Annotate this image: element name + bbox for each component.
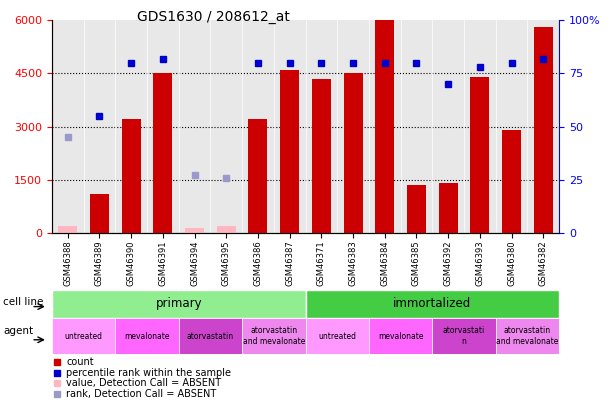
Text: agent: agent — [3, 326, 33, 336]
Bar — [343, 73, 362, 233]
Text: value, Detection Call = ABSENT: value, Detection Call = ABSENT — [66, 378, 221, 388]
Bar — [496, 318, 559, 354]
Bar — [433, 318, 496, 354]
Bar — [52, 290, 306, 318]
Bar — [470, 77, 489, 233]
Text: untreated: untreated — [65, 332, 103, 341]
Text: percentile rank within the sample: percentile rank within the sample — [66, 368, 231, 378]
Text: atorvastatin
and mevalonate: atorvastatin and mevalonate — [496, 326, 558, 346]
Text: immortalized: immortalized — [393, 297, 472, 310]
Bar — [249, 119, 268, 233]
Text: primary: primary — [155, 297, 202, 310]
Bar — [52, 318, 115, 354]
Bar — [122, 119, 141, 233]
Bar — [502, 130, 521, 233]
Bar — [306, 290, 559, 318]
Bar — [217, 226, 236, 233]
Bar — [242, 318, 306, 354]
Bar — [115, 318, 179, 354]
Bar — [369, 318, 433, 354]
Text: count: count — [66, 357, 93, 367]
Bar — [153, 73, 172, 233]
Bar — [90, 194, 109, 233]
Text: mevalonate: mevalonate — [378, 332, 423, 341]
Text: atorvastatin: atorvastatin — [187, 332, 234, 341]
Bar — [280, 70, 299, 233]
Bar — [58, 226, 78, 233]
Text: atorvastatin
and mevalonate: atorvastatin and mevalonate — [243, 326, 305, 346]
Bar — [439, 183, 458, 233]
Text: untreated: untreated — [318, 332, 356, 341]
Bar — [407, 185, 426, 233]
Bar — [375, 20, 394, 233]
Bar — [179, 318, 242, 354]
Bar — [306, 318, 369, 354]
Text: atorvastati
n: atorvastati n — [443, 326, 485, 346]
Bar — [312, 79, 331, 233]
Bar — [185, 228, 204, 233]
Text: rank, Detection Call = ABSENT: rank, Detection Call = ABSENT — [66, 389, 216, 399]
Text: cell line: cell line — [3, 297, 43, 307]
Bar — [534, 28, 553, 233]
Text: mevalonate: mevalonate — [124, 332, 170, 341]
Text: GDS1630 / 208612_at: GDS1630 / 208612_at — [137, 10, 290, 24]
